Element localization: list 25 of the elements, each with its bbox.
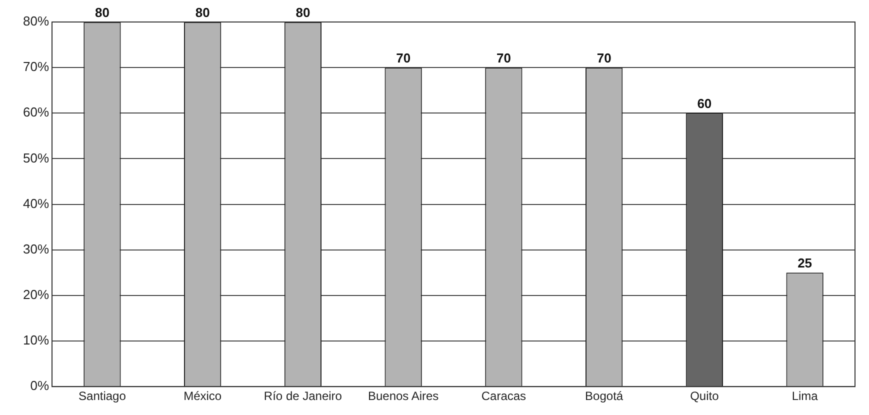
data-label: 80 <box>296 5 310 20</box>
y-tick-label: 80% <box>22 14 50 29</box>
data-label: 60 <box>697 96 712 112</box>
data-label: 70 <box>396 50 411 66</box>
data-label: 80 <box>195 5 210 20</box>
y-tick-label: 60% <box>22 104 50 120</box>
data-label: 70 <box>496 50 511 66</box>
x-tick-label: Buenos Aires <box>368 389 439 404</box>
x-tick-label: Quito <box>690 389 720 404</box>
x-tick-label: Santiago <box>78 389 126 404</box>
y-tick-label: 30% <box>22 241 50 256</box>
data-label: 80 <box>94 5 110 20</box>
y-tick-label: 0% <box>30 378 50 394</box>
x-tick-label: Río de Janeiro <box>264 389 342 404</box>
x-tick-label: México <box>184 389 222 404</box>
x-tick-label: Caracas <box>481 389 526 404</box>
y-tick-label: 20% <box>22 287 50 302</box>
x-tick-label: Lima <box>792 389 818 404</box>
y-tick-label: 10% <box>22 332 50 348</box>
data-label: 25 <box>798 256 812 271</box>
x-tick-label: Bogotá <box>585 389 624 404</box>
y-tick-label: 70% <box>22 59 50 74</box>
data-label: 70 <box>596 50 612 66</box>
y-tick-label: 40% <box>22 196 50 211</box>
y-tick-label: 50% <box>22 150 50 166</box>
